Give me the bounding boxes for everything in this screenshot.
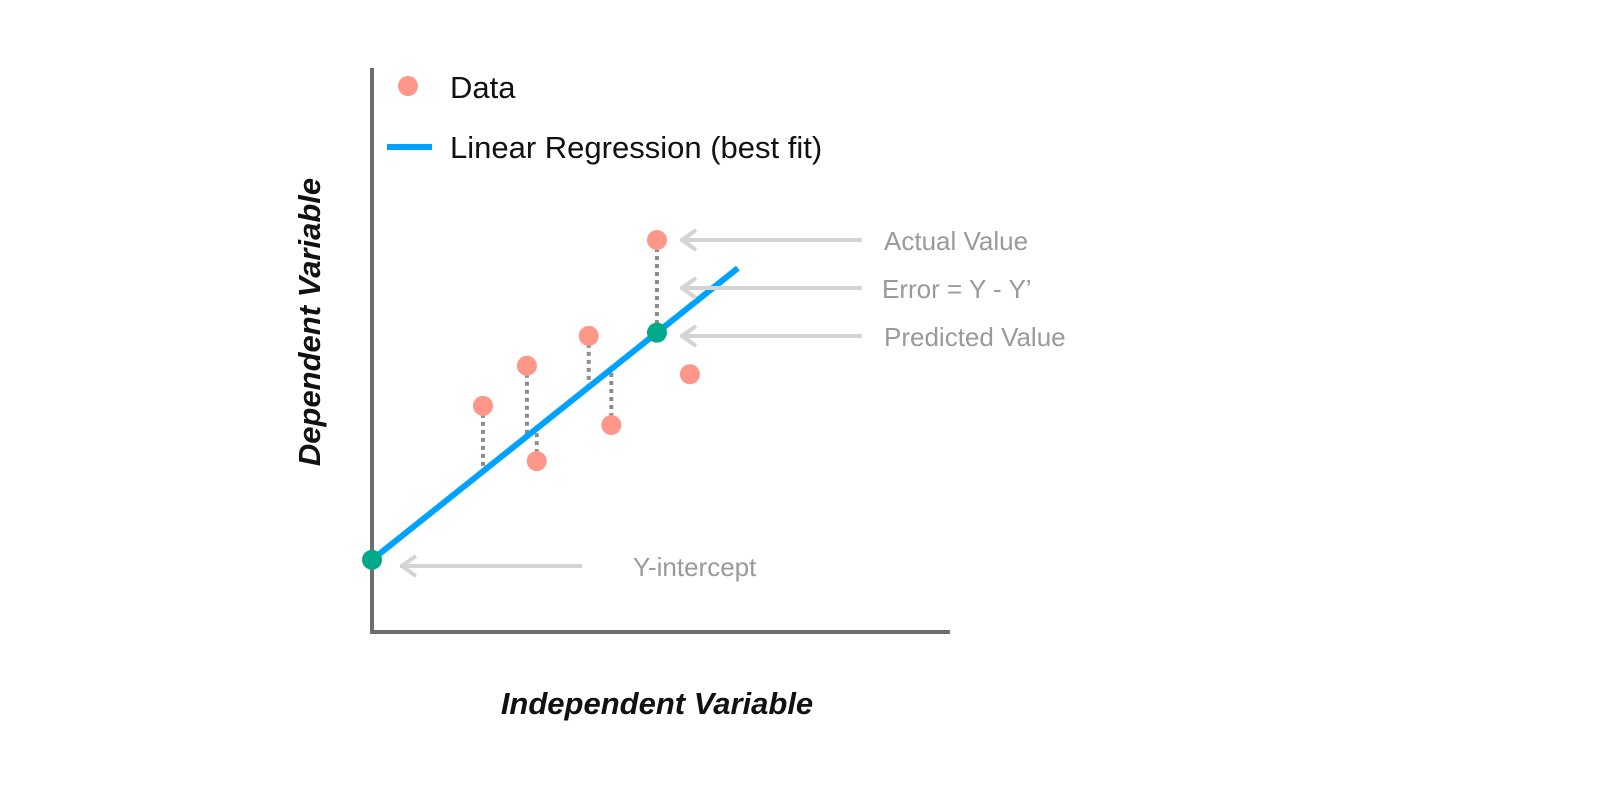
regression-line bbox=[370, 265, 740, 563]
legend-regression-label: Linear Regression (best fit) bbox=[450, 130, 822, 165]
arrow-y-intercept-head bbox=[400, 554, 418, 578]
annotation-predicted-value: Predicted Value bbox=[884, 322, 1066, 352]
x-axis-label: Independent Variable bbox=[501, 686, 813, 721]
predicted-value-point bbox=[646, 322, 667, 343]
annotations: Actual Value Error = Y - Y’ Predicted Va… bbox=[633, 226, 1066, 582]
y-axis-label: Dependent Variable bbox=[292, 178, 327, 466]
legend-data-marker bbox=[398, 76, 418, 96]
data-point bbox=[679, 364, 700, 385]
legend-data-label: Data bbox=[450, 70, 516, 105]
arrow-error-head bbox=[680, 276, 698, 300]
y-intercept-point bbox=[362, 549, 382, 570]
data-point bbox=[472, 395, 493, 416]
legend: Data Linear Regression (best fit) bbox=[387, 70, 822, 165]
annotation-error: Error = Y - Y’ bbox=[882, 274, 1032, 304]
annotation-actual-value: Actual Value bbox=[884, 226, 1028, 256]
arrow-predicted-value-head bbox=[680, 324, 698, 348]
data-point bbox=[526, 451, 547, 472]
annotation-y-intercept: Y-intercept bbox=[633, 552, 757, 582]
data-point bbox=[646, 230, 667, 251]
data-point bbox=[578, 325, 599, 346]
data-point bbox=[601, 415, 622, 436]
arrow-actual-value-head bbox=[680, 228, 698, 252]
data-point bbox=[516, 355, 537, 376]
